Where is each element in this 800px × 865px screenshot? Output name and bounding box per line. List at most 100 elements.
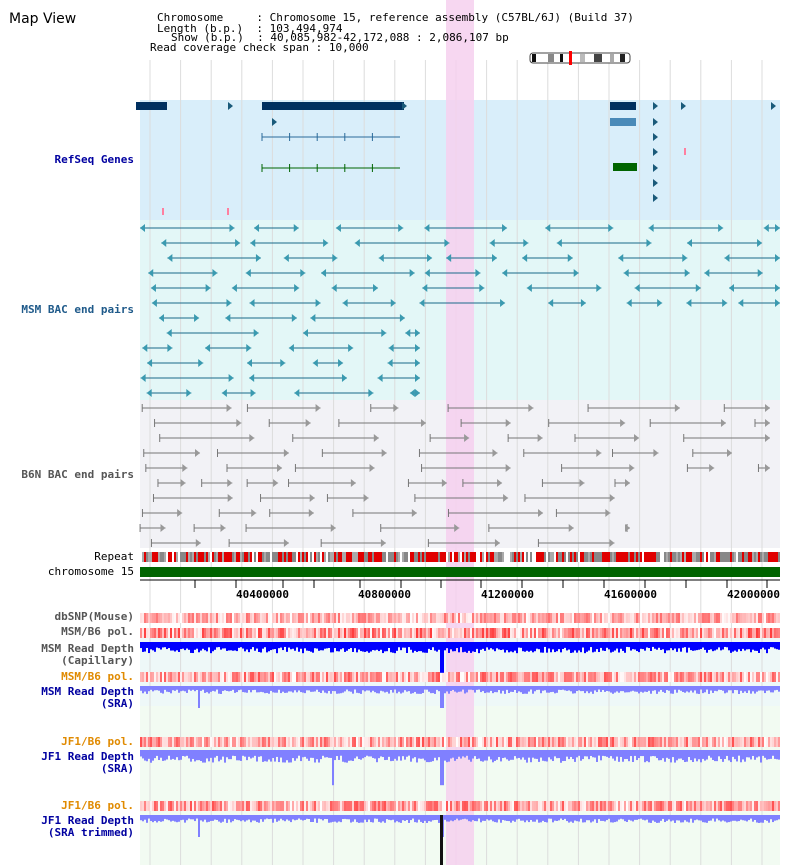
track-label-dbsnp[interactable]: dbSNP(Mouse): [54, 610, 134, 623]
repeat-segment: [410, 552, 412, 562]
track-label-b6n-bac[interactable]: B6N BAC end pairs: [21, 468, 134, 481]
repeat-segment: [378, 552, 380, 562]
heat-cell: [698, 737, 700, 747]
heat-cell: [464, 672, 466, 682]
heat-cell: [552, 628, 554, 638]
heat-cell: [766, 613, 768, 623]
bac-end: [341, 374, 347, 382]
track-label-msm-depth-capillary[interactable]: MSM Read Depth: [41, 642, 134, 655]
heat-cell: [524, 628, 526, 638]
heat-cell: [148, 613, 150, 623]
repeat-segment: [464, 552, 466, 562]
depth-bar: [532, 642, 534, 653]
heat-cell: [424, 672, 426, 682]
depth-bar: [248, 750, 250, 757]
depth-bar: [570, 686, 572, 692]
depth-bar: [186, 750, 188, 756]
depth-bar: [724, 642, 726, 647]
bac-end: [312, 359, 318, 367]
heat-cell: [664, 613, 666, 623]
repeat-segment: [648, 552, 650, 562]
track-label-jf1-depth-sra[interactable]: JF1 Read Depth: [41, 750, 134, 763]
depth-bar: [162, 815, 164, 822]
heat-cell: [718, 672, 720, 682]
track-label-msm-bac[interactable]: MSM BAC end pairs: [21, 303, 134, 316]
heat-cell: [734, 628, 736, 638]
bac-end: [283, 254, 289, 262]
repeat-segment: [770, 552, 772, 562]
depth-bar: [750, 815, 752, 819]
bac-end: [220, 524, 226, 532]
depth-bar: [202, 815, 204, 822]
depth-bar: [774, 750, 776, 759]
depth-bar: [260, 750, 262, 757]
depth-bar: [214, 815, 216, 820]
track-label-msm-b6-pol-1[interactable]: MSM/B6 pol.: [61, 625, 134, 638]
depth-bar: [518, 750, 520, 758]
track-label-chromosome[interactable]: chromosome 15: [47, 565, 134, 578]
heat-cell: [366, 628, 368, 638]
heat-cell: [434, 672, 436, 682]
heat-cell: [754, 628, 756, 638]
depth-bar: [506, 750, 508, 760]
track-label-jf1-b6-pol-1[interactable]: JF1/B6 pol.: [61, 735, 134, 748]
heat-cell: [724, 628, 726, 638]
heat-cell: [332, 613, 334, 623]
depth-bar: [620, 686, 622, 692]
depth-bar: [472, 815, 474, 821]
track-label-jf1-depth-trimmed[interactable]: JF1 Read Depth: [41, 814, 134, 827]
bac-end: [246, 344, 252, 352]
depth-bar: [224, 686, 226, 691]
depth-bar: [494, 642, 496, 652]
repeat-segment: [300, 552, 302, 562]
depth-bar: [536, 750, 538, 759]
heat-cell: [324, 672, 326, 682]
track-label-refseq[interactable]: RefSeq Genes: [54, 153, 134, 166]
depth-bar: [680, 750, 682, 759]
track-label-repeat[interactable]: Repeat: [94, 550, 134, 563]
depth-bar: [512, 750, 514, 760]
depth-bar: [282, 815, 284, 821]
depth-bar: [288, 815, 290, 821]
heat-cell: [584, 737, 586, 747]
heat-cell: [398, 672, 400, 682]
depth-bar: [478, 815, 480, 819]
heat-cell: [574, 737, 576, 747]
heat-cell: [288, 613, 290, 623]
depth-bar: [160, 686, 162, 693]
depth-bar: [640, 750, 642, 757]
bac-end: [653, 449, 659, 457]
depth-bar: [722, 815, 724, 821]
heat-cell: [706, 628, 708, 638]
track-label-jf1-b6-pol-2[interactable]: JF1/B6 pol.: [61, 799, 134, 812]
depth-bar: [262, 686, 264, 693]
depth-bar: [778, 750, 780, 760]
heat-cell: [378, 613, 380, 623]
repeat-segment: [550, 552, 552, 562]
depth-bar: [344, 750, 346, 763]
depth-bar: [370, 686, 372, 693]
depth-bar: [726, 815, 728, 823]
heat-cell: [338, 672, 340, 682]
depth-bar: [194, 686, 196, 692]
heat-cell: [730, 613, 732, 623]
heat-cell: [140, 628, 142, 638]
depth-bar: [422, 815, 424, 823]
heat-cell: [664, 628, 666, 638]
heat-cell: [264, 672, 266, 682]
depth-bar: [468, 686, 470, 690]
depth-bar: [190, 750, 192, 762]
depth-bar: [546, 642, 548, 653]
track-label-msm-depth-sra[interactable]: MSM Read Depth: [41, 685, 134, 698]
depth-bar: [278, 815, 280, 821]
repeat-segment: [154, 552, 156, 562]
depth-bar: [318, 686, 320, 692]
depth-bar: [334, 815, 336, 822]
heat-cell: [300, 672, 302, 682]
bac-end: [427, 254, 433, 262]
bac-end: [373, 284, 379, 292]
heat-cell: [154, 628, 156, 638]
track-label-msm-b6-pol-2[interactable]: MSM/B6 pol.: [61, 670, 134, 683]
heat-cell: [572, 801, 574, 811]
